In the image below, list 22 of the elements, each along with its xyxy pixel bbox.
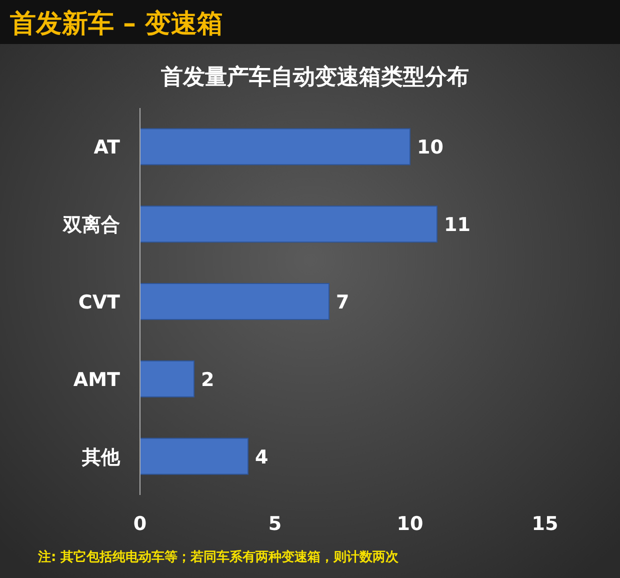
bar: [140, 360, 194, 398]
data-label: 2: [201, 368, 214, 391]
bar: [140, 206, 438, 243]
y-tick-label: AT: [94, 136, 120, 159]
x-tick-label: 15: [532, 513, 558, 535]
x-tick-label: 5: [268, 513, 282, 535]
x-tick-label: 0: [133, 513, 147, 535]
y-tick-label: CVT: [78, 292, 120, 314]
chart-subtitle: 首发量产车自动变速箱类型分布: [160, 64, 469, 90]
x-tick-label: 10: [396, 513, 424, 535]
y-tick-label: 其他: [81, 446, 121, 468]
chart-title: 首发新车 – 变速箱: [9, 9, 224, 39]
data-label: 10: [417, 136, 444, 159]
bar: [140, 128, 410, 166]
text: 注: 其它包括纯电动车等；若同车系有两种变速箱，则计数两次: [37, 549, 400, 565]
data-label: 4: [255, 446, 268, 468]
data-label: 7: [336, 292, 350, 314]
y-tick-label: AMT: [73, 368, 120, 391]
bar: [140, 283, 330, 320]
data-label: 11: [444, 214, 470, 236]
bar: [140, 438, 248, 475]
y-tick-label: 双离合: [62, 214, 120, 236]
